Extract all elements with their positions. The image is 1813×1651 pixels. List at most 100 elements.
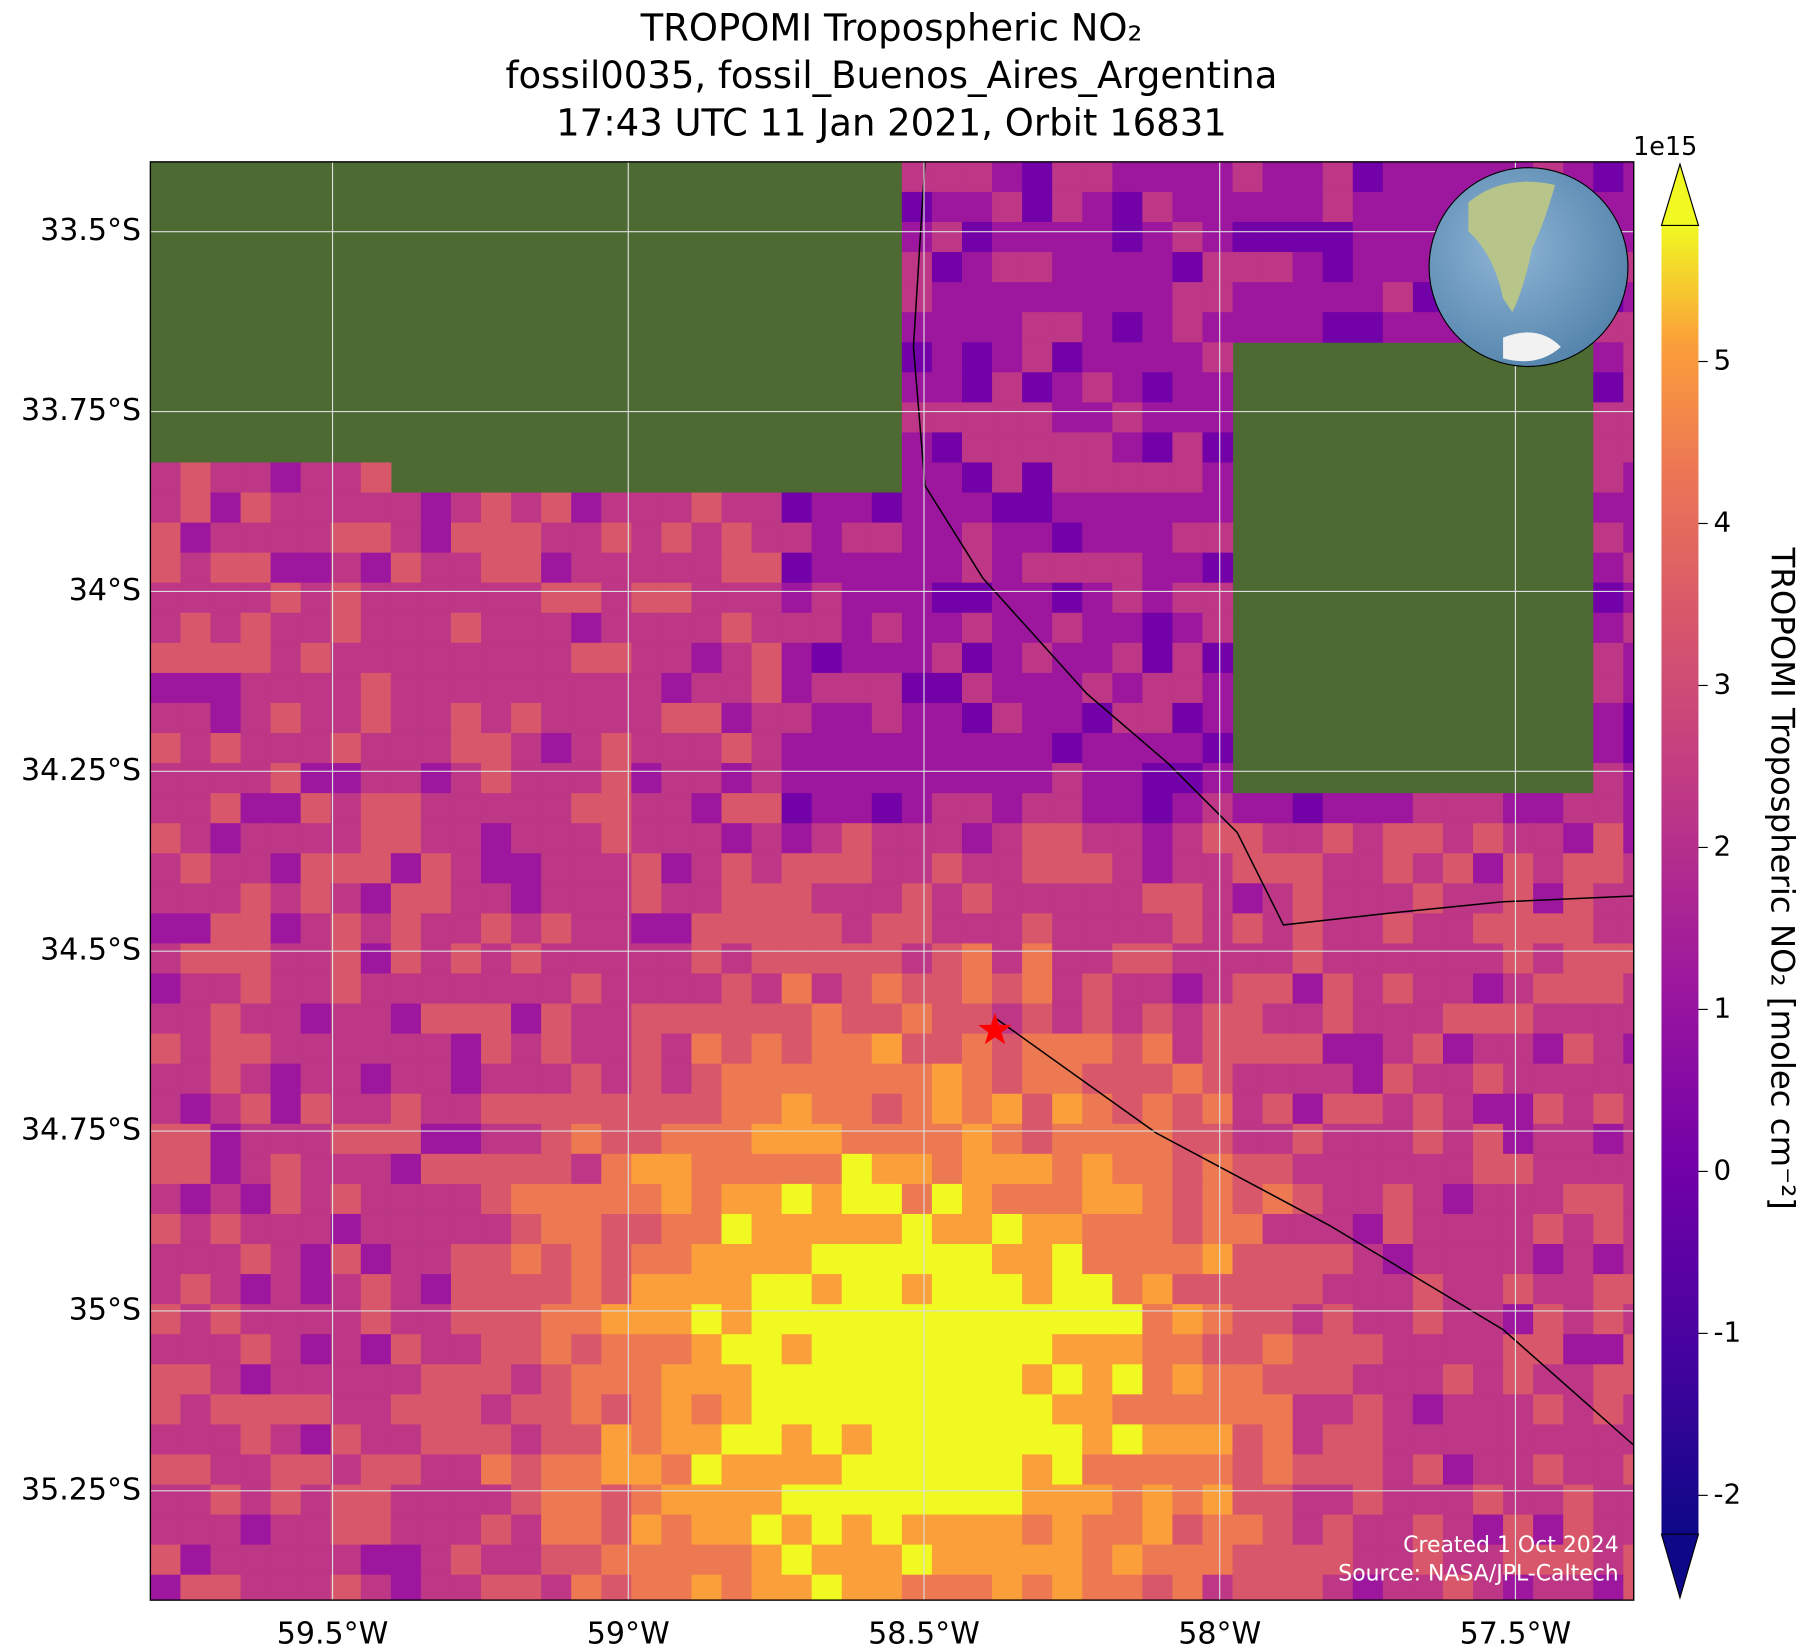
map-pixel (511, 1454, 542, 1486)
map-pixel (1322, 823, 1354, 854)
map-pixel (1292, 1093, 1324, 1125)
map-pixel (180, 1063, 212, 1095)
map-pixel (1082, 973, 1113, 1005)
map-pixel (721, 883, 753, 914)
map-pixel (420, 1153, 452, 1185)
map-pixel (1292, 823, 1324, 854)
map-pixel (420, 702, 452, 734)
map-pixel (841, 973, 873, 1005)
map-pixel (811, 552, 843, 584)
map-pixel (1503, 1514, 1534, 1546)
map-pixel (210, 1484, 242, 1516)
map-pixel (601, 1244, 632, 1275)
map-pixel (1322, 943, 1354, 975)
map-pixel (1172, 1183, 1204, 1215)
map-pixel (1202, 733, 1234, 764)
map-pixel (601, 1454, 632, 1486)
map-pixel (300, 672, 332, 704)
map-pixel (1202, 793, 1234, 824)
map-pixel (1593, 733, 1624, 764)
map-pixel (420, 943, 452, 975)
map-pixel (811, 1304, 843, 1335)
map-pixel (1623, 702, 1634, 734)
map-pixel (420, 913, 452, 945)
map-pixel (330, 1093, 362, 1125)
map-pixel (1593, 1213, 1624, 1245)
map-pixel (330, 1033, 362, 1065)
map-pixel (1382, 1183, 1414, 1215)
map-pixel (721, 1514, 753, 1546)
map-pixel (1412, 1183, 1444, 1215)
map-pixel (751, 1304, 783, 1335)
x-tick-label: 58°W (1178, 1616, 1261, 1651)
map-pixel (811, 1093, 843, 1125)
map-pixel (360, 492, 392, 524)
map-pixel (1022, 221, 1053, 253)
map-pixel (1593, 763, 1624, 794)
map-pixel (1473, 1033, 1504, 1065)
map-pixel (751, 943, 783, 975)
map-pixel (1232, 943, 1264, 975)
map-pixel (1412, 1394, 1444, 1425)
map-pixel (1142, 1334, 1173, 1365)
map-pixel (1563, 1213, 1594, 1245)
map-pixel (300, 702, 332, 734)
map-pixel (390, 702, 422, 734)
map-pixel (931, 282, 963, 313)
map-pixel (1052, 1183, 1083, 1215)
map-pixel (631, 492, 662, 524)
map-pixel (1052, 702, 1083, 734)
map-pixel (1352, 1213, 1384, 1245)
map-pixel (450, 492, 482, 524)
map-pixel (931, 1364, 963, 1395)
map-pixel (901, 1274, 933, 1305)
map-pixel (1142, 853, 1173, 884)
map-pixel (1262, 1424, 1294, 1456)
map-pixel (992, 1364, 1023, 1395)
map-pixel (180, 552, 212, 584)
map-pixel (841, 733, 873, 764)
map-pixel (270, 1544, 302, 1576)
map-pixel (1112, 1334, 1143, 1365)
map-pixel (420, 522, 452, 554)
map-pixel (541, 1153, 572, 1185)
map-pixel (961, 1274, 993, 1305)
map-pixel (871, 1003, 903, 1035)
map-pixel (1202, 883, 1234, 914)
map-pixel (1382, 853, 1414, 884)
map-pixel (1473, 1544, 1504, 1576)
map-pixel (330, 973, 362, 1005)
map-pixel (1232, 1213, 1264, 1245)
map-pixel (1292, 1304, 1324, 1335)
map-pixel (300, 1484, 332, 1516)
map-pixel (1142, 973, 1173, 1005)
map-pixel (1352, 1274, 1384, 1305)
map-pixel (150, 1213, 182, 1245)
map-pixel (691, 823, 723, 854)
map-pixel (1533, 1183, 1564, 1215)
y-tick-label: 33.75°S (21, 393, 141, 428)
map-pixel (811, 913, 843, 945)
map-pixel (1172, 793, 1204, 824)
map-pixel (541, 1213, 572, 1245)
map-pixel (811, 1514, 843, 1546)
map-pixel (1563, 1183, 1594, 1215)
map-pixel (300, 612, 332, 644)
map-pixel (330, 1484, 362, 1516)
map-pixel (270, 1063, 302, 1095)
colorbar-exponent: 1e15 (1633, 131, 1697, 161)
map-pixel (1232, 853, 1264, 884)
map-pixel (481, 823, 512, 854)
map-pixel (450, 793, 482, 824)
map-pixel (420, 973, 452, 1005)
map-pixel (481, 1514, 512, 1546)
map-pixel (150, 853, 182, 884)
map-pixel (601, 913, 632, 945)
map-pixel (270, 612, 302, 644)
map-pixel (811, 973, 843, 1005)
map-pixel (300, 733, 332, 764)
map-pixel (511, 702, 542, 734)
map-pixel (360, 763, 392, 794)
map-pixel (811, 1334, 843, 1365)
map-pixel (1022, 702, 1053, 734)
